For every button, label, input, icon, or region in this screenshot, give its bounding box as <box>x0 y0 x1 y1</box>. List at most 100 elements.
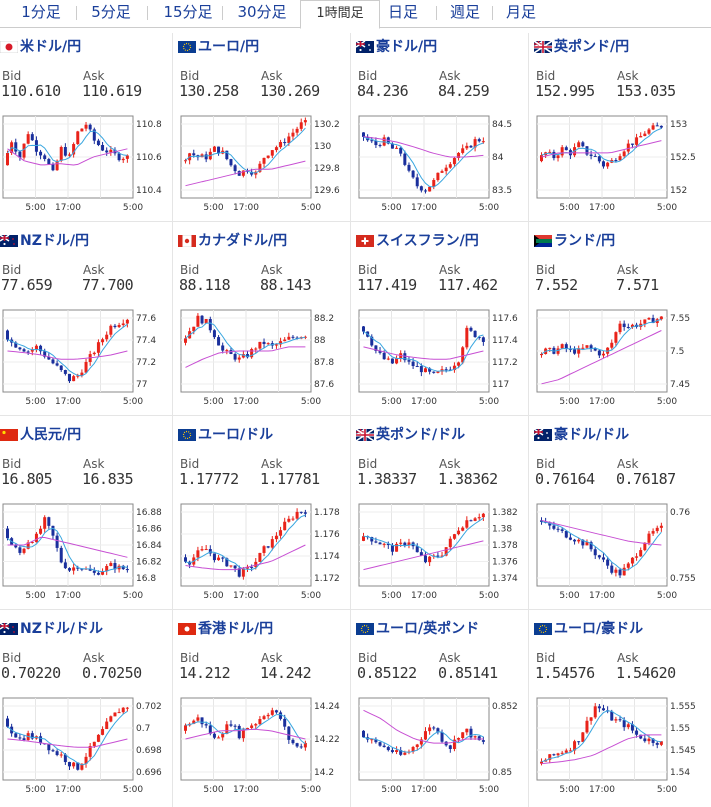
x-tick-label: 17:00 <box>55 785 81 795</box>
candle-body <box>457 362 461 366</box>
currency-panel[interactable]: 豪ドル/円 Bid Ask 84.236 84.259 84.5 84 83.5 5:00 17:… <box>355 33 528 223</box>
candle-body <box>626 724 630 728</box>
short-moving-average-line <box>7 323 128 377</box>
currency-panel[interactable]: ランド/円 Bid Ask 7.552 7.571 7.55 7.5 7.45 5:00 17:0… <box>534 227 706 417</box>
candle-body <box>407 360 411 362</box>
candle-body <box>465 728 469 733</box>
tab-7[interactable]: 週足 <box>449 3 480 21</box>
currency-panel[interactable]: 英ポンド/円 Bid Ask 152.995 153.035 153 152.5 152 5:0… <box>533 33 706 223</box>
currency-pair-title[interactable]: 英ポンド/ドル <box>355 425 465 445</box>
currency-pair-title[interactable]: 豪ドル/円 <box>355 37 437 57</box>
currency-panel[interactable]: 米ドル/円 Bid Ask 110.610 110.619 110.8 110.6 110.4… <box>0 33 172 223</box>
tab-8[interactable]: 月足 <box>505 3 536 21</box>
candle-body <box>217 337 221 346</box>
candle-body <box>382 352 386 360</box>
candle-body <box>262 716 266 720</box>
candle-body <box>113 563 117 570</box>
candle-body <box>362 536 365 541</box>
ask-value: 88.143 <box>260 276 312 294</box>
tab-4[interactable]: 30分足 <box>237 3 287 21</box>
currency-pair-title[interactable]: ユーロ/英ポンド <box>356 619 479 639</box>
tab-1[interactable]: 1分足 <box>21 3 61 21</box>
currency-pair-title[interactable]: 米ドル/円 <box>0 37 81 57</box>
y-tick-label: 110.8 <box>136 120 162 130</box>
y-tick-label: 1.172 <box>314 574 340 584</box>
tab-3[interactable]: 15分足 <box>163 3 213 21</box>
currency-panel[interactable]: ユーロ/英ポンド Bid Ask 0.85122 0.85141 0.852 0.85 5:0… <box>356 615 528 805</box>
currency-panel[interactable]: ユーロ/豪ドル Bid Ask 1.54576 1.54620 1.555 1.55 1.54… <box>534 615 706 805</box>
currency-pair-title[interactable]: 豪ドル/ドル <box>533 425 629 445</box>
currency-pair-title[interactable]: スイスフラン/円 <box>355 231 479 251</box>
currency-pair-title[interactable]: 英ポンド/円 <box>533 37 629 57</box>
candle-body <box>473 330 477 338</box>
candle-body <box>643 319 647 324</box>
candle-body <box>424 368 427 373</box>
currency-panel[interactable]: NZドル/円 Bid Ask 77.659 77.700 77.6 77.4 77.2 77 5:… <box>0 227 172 417</box>
y-tick-label: 117 <box>492 380 509 390</box>
bid-value: 1.38337 <box>357 470 417 488</box>
currency-panel[interactable]: スイスフラン/円 Bid Ask 117.419 117.462 117.6 117.4 11… <box>355 227 528 417</box>
candle-body <box>274 710 278 713</box>
candle-body <box>287 336 291 340</box>
candle-body <box>26 542 30 549</box>
candle-body <box>436 172 440 181</box>
y-tick-label: 14.2 <box>314 768 334 778</box>
candle-body <box>477 736 481 741</box>
tab-2[interactable]: 5分足 <box>91 3 131 21</box>
candle-body <box>84 756 88 764</box>
currency-pair-title[interactable]: カナダドル/円 <box>177 231 287 251</box>
candle-body <box>72 144 76 155</box>
currency-panel[interactable]: NZドル/ドル Bid Ask 0.70220 0.70250 0.702 0.7 0.698… <box>0 615 172 805</box>
currency-pair-title[interactable]: ユーロ/円 <box>178 37 259 57</box>
candle-body <box>643 542 647 551</box>
candle-body <box>117 712 121 714</box>
bid-label: Bid <box>358 69 378 83</box>
currency-panel[interactable]: 香港ドル/円 Bid Ask 14.212 14.242 14.24 14.22 14.2 5:… <box>177 615 350 805</box>
candle-body <box>258 552 262 562</box>
candle-body <box>635 137 639 145</box>
candle-body <box>370 336 374 346</box>
candle-body <box>208 549 212 554</box>
country-flag-icon <box>178 427 196 441</box>
candle-body <box>452 739 456 749</box>
bid-label: Bid <box>180 457 200 471</box>
currency-panel[interactable]: カナダドル/円 Bid Ask 88.118 88.143 88.2 88 87.8 87.6 5… <box>177 227 350 417</box>
candle-body <box>597 350 601 356</box>
candle-body <box>208 319 212 331</box>
y-tick-label: 1.174 <box>314 552 340 562</box>
candle-body <box>651 531 655 534</box>
currency-pair-title[interactable]: ランド/円 <box>534 231 615 251</box>
tab-6[interactable]: 日足 <box>387 3 418 21</box>
candle-body <box>382 745 386 748</box>
short-moving-average-line <box>541 318 662 355</box>
long-moving-average-line <box>541 519 662 546</box>
currency-pair-title[interactable]: 香港ドル/円 <box>177 619 274 639</box>
ask-value: 14.242 <box>260 664 312 682</box>
currency-pair-title[interactable]: ユーロ/豪ドル <box>534 619 643 639</box>
currency-pair-title[interactable]: 人民元/円 <box>0 425 81 445</box>
candle-body <box>63 370 67 374</box>
candle-body <box>221 557 225 559</box>
currency-panel[interactable]: ユーロ/円 Bid Ask 130.258 130.269 130.2 130 129.8 12… <box>178 33 350 223</box>
currency-panel[interactable]: 豪ドル/ドル Bid Ask 0.76164 0.76187 0.76 0.755 5:00 1… <box>533 421 706 611</box>
candle-body <box>96 140 100 146</box>
y-tick-label: 110.6 <box>136 153 162 163</box>
currency-pair-title[interactable]: ユーロ/ドル <box>178 425 273 445</box>
candle-body <box>581 539 585 546</box>
currency-pair-title[interactable]: NZドル/円 <box>0 231 89 251</box>
candle-body <box>428 368 432 372</box>
currency-panel[interactable]: 英ポンド/ドル Bid Ask 1.38337 1.38362 1.382 1.38 1.37… <box>355 421 528 611</box>
currency-pair-title[interactable]: NZドル/ドル <box>0 619 103 639</box>
tab-5[interactable]: 1時間足 <box>300 0 380 29</box>
candle-body <box>184 557 187 562</box>
currency-panel[interactable]: 人民元/円 Bid Ask 16.805 16.835 16.88 16.86 16.84 16… <box>0 421 172 611</box>
candle-body <box>639 734 643 739</box>
currency-pair-name: 香港ドル/円 <box>198 621 274 637</box>
candle-body <box>262 341 266 345</box>
currency-panel[interactable]: ユーロ/ドル Bid Ask 1.17772 1.17781 1.178 1.176 1.17… <box>178 421 350 611</box>
bid-label: Bid <box>536 263 556 277</box>
candle-body <box>76 375 80 377</box>
candle-body <box>295 511 299 519</box>
candle-body <box>184 338 187 343</box>
bid-label: Bid <box>2 651 22 665</box>
